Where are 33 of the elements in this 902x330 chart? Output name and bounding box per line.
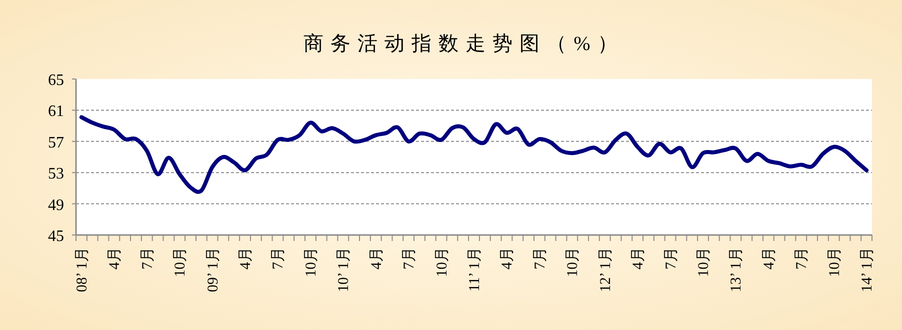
x-tick-label: 10月: [434, 247, 450, 277]
x-tick-label: 10月: [826, 247, 843, 277]
x-tick-label: 4月: [500, 247, 516, 270]
chart-title: 商务活动指数走势图（%）: [304, 33, 624, 55]
x-tick-label: 10月: [696, 247, 712, 277]
x-tick-label: 7月: [532, 247, 548, 270]
x-tick-label: 4月: [761, 247, 778, 270]
x-tick-label: 13’ 1月: [728, 247, 745, 292]
x-tick-label: 7月: [663, 247, 680, 270]
y-tick-label: 45: [48, 228, 64, 245]
x-tick-label: 4月: [368, 247, 385, 270]
x-tick-label: 7月: [140, 247, 156, 270]
y-tick-label: 61: [48, 103, 64, 120]
y-tick-label: 49: [48, 196, 64, 214]
x-tick-label: 09’ 1月: [205, 247, 222, 292]
x-tick-label: 12’ 1月: [598, 247, 614, 292]
y-tick-label: 65: [48, 72, 64, 89]
x-tick-label: 7月: [402, 247, 418, 270]
x-tick-label: 10’ 1月: [336, 247, 352, 292]
x-tick-label: 14’ 1月: [860, 247, 876, 292]
x-tick-label: 4月: [107, 247, 124, 270]
line-series: [79, 115, 869, 193]
x-tick-label: 7月: [270, 247, 287, 270]
x-tick-label: 11’ 1月: [467, 247, 483, 292]
x-tick-label: 4月: [630, 247, 647, 270]
x-tick-label: 10月: [565, 247, 582, 277]
y-tick-label: 57: [48, 134, 64, 152]
x-tick-label: 10月: [303, 247, 320, 277]
y-tick-label: 53: [48, 166, 64, 183]
x-tick-label: 7月: [794, 247, 810, 270]
x-tick-label: 4月: [238, 247, 254, 270]
x-tick-label: 08’ 1月: [74, 247, 90, 292]
x-tick-label: 10月: [172, 247, 189, 277]
